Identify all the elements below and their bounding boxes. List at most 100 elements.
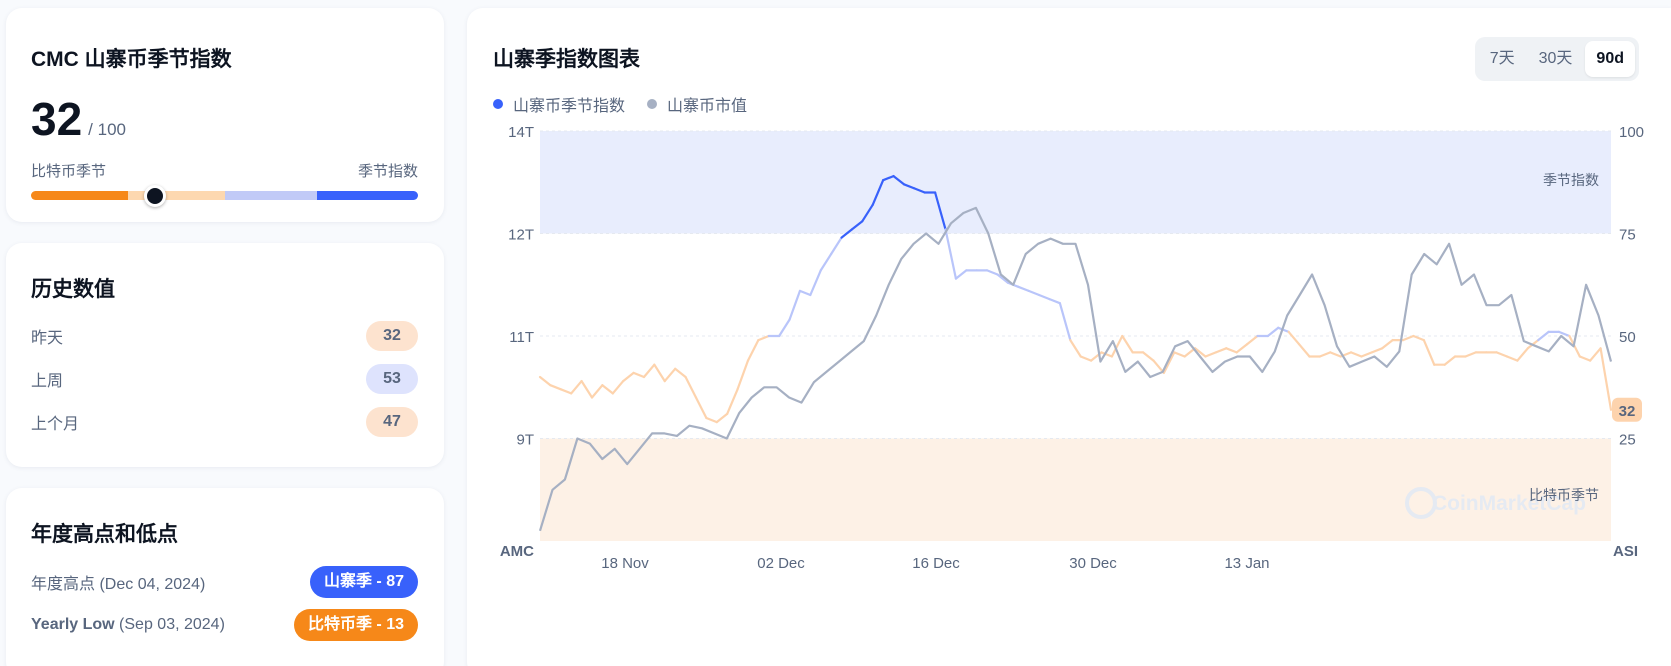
index-line-segment bbox=[1495, 351, 1509, 358]
index-line-segment bbox=[1422, 339, 1436, 366]
yearly-high-badge: 山寨季 - 87 bbox=[309, 566, 418, 598]
index-line-segment bbox=[1162, 351, 1176, 374]
index-line-segment bbox=[1204, 351, 1217, 358]
index-line-segment bbox=[1349, 351, 1363, 358]
tab-30d[interactable]: 30天 bbox=[1538, 50, 1573, 67]
history-value-badge: 53 bbox=[366, 364, 418, 394]
index-line-segment bbox=[726, 388, 739, 415]
zone-band bbox=[540, 438, 1611, 541]
index-line-segment bbox=[902, 183, 916, 190]
index-line-segment bbox=[1225, 347, 1238, 354]
index-line-segment bbox=[840, 228, 854, 239]
index-line-segment bbox=[1412, 334, 1425, 342]
chart-title: 山寨季指数图表 bbox=[493, 48, 640, 71]
index-line-segment bbox=[996, 273, 1010, 284]
index-line-segment bbox=[1464, 351, 1477, 358]
index-line-segment bbox=[1599, 347, 1613, 411]
x-axis-tick: 13 Jan bbox=[1224, 555, 1269, 572]
index-line-segment bbox=[1505, 355, 1519, 362]
zone-band bbox=[540, 131, 1611, 234]
x-axis-tick: 16 Dec bbox=[912, 555, 960, 572]
history-label: 上个月 bbox=[31, 416, 80, 433]
bitcoin-season-label: 比特币季节 bbox=[31, 163, 107, 180]
index-line-segment bbox=[1360, 351, 1373, 358]
current-value-badge bbox=[1612, 397, 1642, 422]
marketcap-line bbox=[538, 206, 1613, 532]
index-line-segment bbox=[1401, 334, 1415, 342]
gauge-segment bbox=[31, 191, 128, 200]
legend-label: 山寨币市值 bbox=[667, 98, 748, 115]
index-card-title: CMC 山寨币季节指数 bbox=[31, 48, 232, 71]
legend-dot bbox=[493, 99, 503, 109]
index-line-segment bbox=[746, 339, 760, 362]
right-axis-tick: 25 bbox=[1619, 432, 1636, 449]
x-axis-tick: 18 Nov bbox=[601, 555, 649, 572]
x-axis-tick: 30 Dec bbox=[1069, 555, 1117, 572]
index-line-segment bbox=[663, 367, 677, 383]
legend-dot bbox=[647, 99, 658, 109]
index-line-segment bbox=[798, 289, 812, 297]
legend-item-marketcap[interactable]: 山寨币市值 bbox=[647, 92, 747, 116]
score-display: 32 / 100 bbox=[31, 92, 126, 146]
index-line-segment bbox=[684, 375, 698, 399]
history-row-yesterday: 昨天 32 bbox=[31, 321, 418, 351]
index-line-segment bbox=[1069, 339, 1082, 358]
altcoin-index-card: CMC 山寨币季节指数 32 / 100 比特币季节 季节指数 bbox=[6, 8, 444, 222]
left-axis-tick: 12T bbox=[508, 227, 534, 244]
index-line-segment bbox=[1038, 293, 1051, 301]
index-line-segment bbox=[1141, 351, 1155, 362]
gauge-knob[interactable] bbox=[143, 185, 166, 207]
index-line-segment bbox=[954, 269, 968, 280]
index-line-segment bbox=[1578, 355, 1592, 362]
index-line-segment bbox=[1381, 339, 1394, 350]
current-value-text: 32 bbox=[1619, 403, 1636, 420]
index-line-segment bbox=[642, 363, 656, 379]
left-axis-title: AMC bbox=[500, 543, 534, 560]
yearly-high-label: 年度高点 (Dec 04, 2024) bbox=[31, 576, 206, 593]
index-line-segment bbox=[1370, 347, 1384, 354]
index-line-segment bbox=[1214, 347, 1228, 354]
index-line-segment bbox=[1557, 330, 1571, 338]
history-card: 历史数值 昨天 32 上周 53 上个月 47 bbox=[6, 243, 444, 467]
index-line-segment bbox=[1173, 351, 1186, 358]
index-line-segment bbox=[1443, 355, 1457, 366]
tab-90d[interactable]: 90d bbox=[1585, 41, 1635, 77]
yearly-low-label: Yearly Low (Sep 03, 2024) bbox=[31, 616, 225, 633]
yearly-high-row: 年度高点 (Dec 04, 2024) 山寨季 - 87 bbox=[31, 566, 418, 598]
index-line-segment bbox=[1058, 302, 1072, 342]
index-line-segment bbox=[570, 380, 583, 395]
index-line-segment bbox=[1277, 326, 1290, 333]
right-axis-title: ASI bbox=[1613, 543, 1638, 560]
index-line-segment bbox=[1048, 298, 1062, 305]
altcoin-season-label: 季节指数 bbox=[357, 163, 418, 180]
index-line-segment bbox=[674, 367, 687, 379]
legend-item-index[interactable]: 山寨币季节指数 bbox=[493, 92, 625, 116]
index-line-segment bbox=[850, 220, 864, 231]
chart-legend: 山寨币季节指数 山寨币市值 bbox=[493, 92, 747, 116]
tab-7d[interactable]: 7天 bbox=[1489, 50, 1515, 67]
index-line-segment bbox=[1110, 334, 1124, 358]
gauge-segment bbox=[127, 191, 225, 200]
index-line-segment bbox=[809, 269, 822, 297]
index-line-segment bbox=[622, 371, 635, 383]
index-line-segment bbox=[559, 388, 573, 395]
index-line-segment bbox=[705, 416, 718, 424]
history-label: 上周 bbox=[31, 373, 64, 390]
index-line-segment bbox=[736, 359, 750, 391]
zone-label-bitcoin-season: 比特币季节 bbox=[1529, 487, 1599, 503]
index-line-segment bbox=[1516, 347, 1529, 362]
left-axis-tick: 11T bbox=[509, 329, 534, 346]
index-line-segment bbox=[1121, 334, 1134, 354]
left-axis-tick: 9T bbox=[516, 432, 534, 449]
index-line-segment bbox=[986, 269, 999, 276]
index-line-segment bbox=[913, 187, 926, 194]
index-line-segment bbox=[871, 179, 885, 206]
score-value: 32 bbox=[31, 93, 83, 145]
yearly-card-title: 年度高点和低点 bbox=[31, 523, 178, 546]
index-line-segment bbox=[715, 412, 729, 424]
index-line-segment bbox=[830, 236, 843, 256]
index-line-segment bbox=[653, 363, 666, 383]
x-axis-tick: 02 Dec bbox=[757, 555, 805, 572]
history-row-last-week: 上周 53 bbox=[31, 364, 418, 394]
